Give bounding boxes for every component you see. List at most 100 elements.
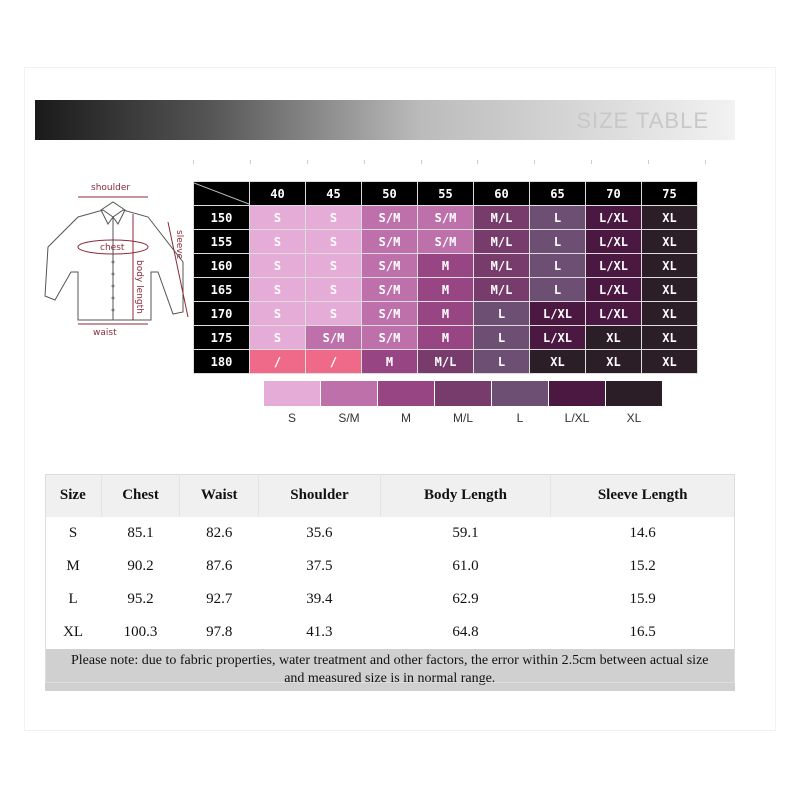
table-cell: M [66,558,80,574]
grid-cell: L/XL [585,301,642,326]
note-line-2: and measured size is in normal range. [284,671,496,686]
grid-cell: L/XL [529,301,586,326]
legend-label: L/XL [564,411,590,425]
sleeve-label: sleeve [174,230,184,260]
grid-row-header: 150 [193,205,250,230]
table-cell: XL [63,624,84,640]
grid-cell: XL [585,325,642,350]
header-bar: SIZE TABLE [35,100,735,140]
legend-swatch [492,381,548,406]
grid-row-header: 170 [193,301,250,326]
grid-cell: S [249,253,306,278]
grid-row: 150 S S S/M S/M M/L L L/XL XL [193,205,698,230]
grid-row: 180// M M/L L XL XL XL [193,349,698,374]
grid-cell: L/XL [585,205,642,230]
grid-cell: L [473,325,530,350]
table-cell: 95.2 [127,591,154,607]
grid-cell: M [361,349,418,374]
column-header: Size [45,474,102,517]
legend-swatch [606,381,662,406]
size-grid: 40 45 50 55 60 65 70 75 150 S S S/M S/M M/L L L/XL XL 155… [193,181,698,374]
grid-cell: S/M [417,229,474,254]
grid-cell: L/XL [529,325,586,350]
grid-cell: S [249,325,306,350]
table-row: XL 100.3 97.8 41.3 64.8 16.5 [45,616,735,649]
grid-cell: L/XL [585,253,642,278]
legend-item: XL [606,381,662,425]
legend-item: S [264,381,320,425]
table-cell: 85.1 [127,525,154,541]
header-title: SIZE TABLE [576,108,709,133]
column-header: Chest [101,474,181,517]
chest-label: chest [100,243,125,253]
grid-cell: / [305,349,362,374]
grid-column-header: 75 [641,181,698,206]
grid-cell: M [417,253,474,278]
table-cell: 97.8 [206,624,233,640]
grid-cell: XL [641,349,698,374]
legend-item: L [492,381,548,425]
table-row: L 95.2 92.7 39.4 62.9 15.9 [45,583,735,616]
table-cell: 35.6 [306,525,333,541]
grid-cell: XL [641,205,698,230]
grid-cell: S/M [305,325,362,350]
grid-row: 170 S S S/M M L L/XL L/XL XL [193,301,698,326]
grid-cell: S/M [361,301,418,326]
grid-cell: S/M [361,229,418,254]
table-cell: 92.7 [206,591,233,607]
legend-label: XL [626,411,642,425]
legend-label: S/M [338,411,360,425]
grid-cell: L [529,205,586,230]
grid-cell: M/L [473,205,530,230]
shirt-diagram: shoulder chest waist body length sleeve [44,183,189,338]
column-header: Waist [179,474,260,517]
grid-cell: S [305,253,362,278]
grid-corner [193,181,250,206]
grid-column-header: 60 [473,181,530,206]
table-cell: 39.4 [306,591,333,607]
table-cell: L [68,591,78,607]
legend-swatch [435,381,491,406]
grid-row: 155 S S S/M S/M M/L L L/XL XL [193,229,698,254]
grid-cell: XL [641,277,698,302]
table-cell: 15.9 [629,591,656,607]
grid-column-header: 70 [585,181,642,206]
grid-cell: M/L [473,229,530,254]
grid-cell: XL [641,301,698,326]
grid-column-header: 65 [529,181,586,206]
grid-cell: S/M [417,205,474,230]
grid-column-header: 55 [417,181,474,206]
table-row: S 85.1 82.6 35.6 59.1 14.6 [45,517,735,550]
grid-row-header: 160 [193,253,250,278]
grid-cell: M/L [473,253,530,278]
grid-cell: S [305,301,362,326]
legend-swatch [378,381,434,406]
grid-column-header: 45 [305,181,362,206]
table-cell: 16.5 [629,624,656,640]
grid-row-header: 180 [193,349,250,374]
grid-cell: L [529,229,586,254]
grid-row: 175 S S/M S/M M L L/XL XL XL [193,325,698,350]
grid-cell: M [417,325,474,350]
body-length-label: body length [134,260,144,314]
measurement-table: Size Chest Waist Shoulder Body Length Sleeve … [45,474,735,691]
legend-item: M/L [435,381,491,425]
grid-cell: L [473,301,530,326]
waist-label: waist [93,328,117,338]
grid-cell: / [249,349,306,374]
legend-swatch [549,381,605,406]
table-cell: 59.1 [452,525,479,541]
grid-cell: S [249,229,306,254]
legend-item: M [378,381,434,425]
grid-cell: L [529,253,586,278]
legend-label: M [401,411,411,425]
grid-row-header: 175 [193,325,250,350]
legend-swatch [264,381,320,406]
shoulder-label: shoulder [91,183,130,193]
grid-row-header: 155 [193,229,250,254]
table-cell: 14.6 [629,525,656,541]
grid-cell: S [305,229,362,254]
table-cell: 37.5 [306,558,333,574]
legend-item: L/XL [549,381,605,425]
grid-cell: S [249,277,306,302]
